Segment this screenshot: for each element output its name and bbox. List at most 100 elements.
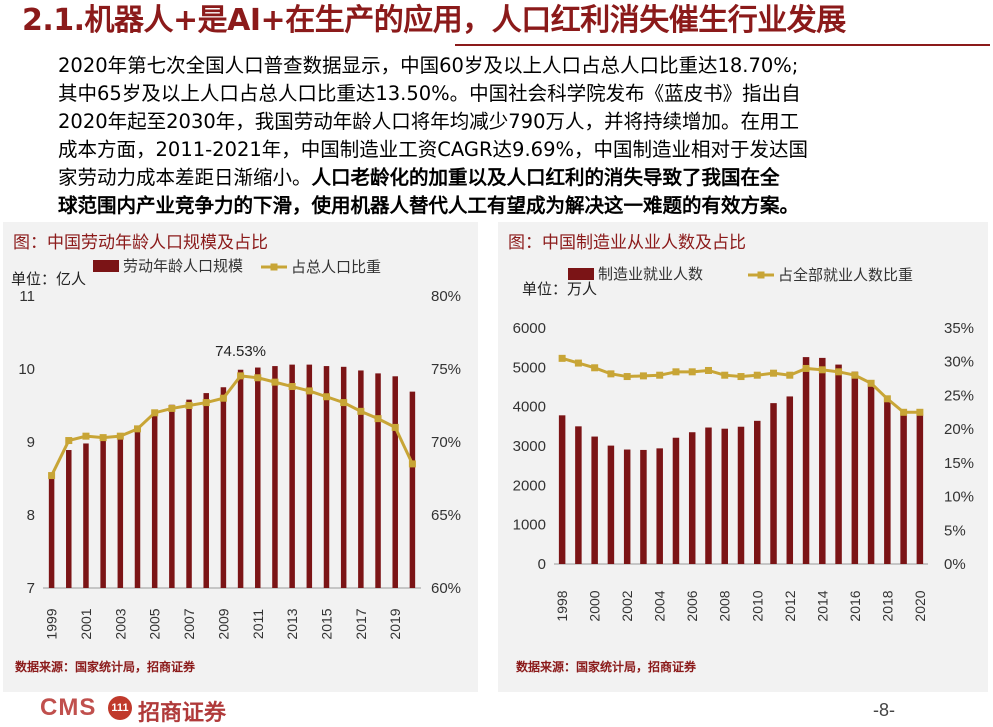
y-right-tick-label: 15% [944,455,974,472]
legend-line-marker [757,271,765,279]
bar-2020 [916,414,924,564]
x-tick-label: 2001 [78,608,94,639]
ratio-point-2009 [737,373,745,381]
bar-2006 [688,432,696,564]
x-tick-label: 2007 [181,608,197,639]
bar-2005 [151,411,158,588]
bar-2012 [272,366,278,588]
y-left-tick-label: 7 [27,580,35,597]
ratio-point-2013 [802,364,810,372]
y-right-tick-label: 5% [944,522,966,539]
bar-2014 [306,364,313,588]
ratio-point-2001 [82,432,90,440]
ratio-point-2016 [340,399,348,407]
legend-bar-label: 劳动年龄人口规模 [123,257,243,275]
x-tick-label: 2015 [319,608,335,639]
bar-2003 [117,434,124,588]
source-note: 数据来源：国家统计局，招商证券 [15,660,196,674]
x-tick-label: 2010 [749,590,765,621]
bar-2005 [672,437,680,564]
x-tick-label: 2013 [284,608,300,639]
x-tick-label: 2019 [387,608,403,639]
ratio-line [561,356,920,414]
ratio-point-2012 [786,371,794,379]
ratio-point-2019 [900,408,908,416]
x-tick-label: 2000 [587,590,603,621]
bar-2003 [640,449,647,564]
intro-line-tail: 家劳动力成本差距日渐缩小。 [58,166,312,189]
ratio-point-2006 [688,368,696,376]
x-tick-label: 1998 [554,590,570,621]
intro-line: 2020年起至2030年，我国劳动年龄人口将年均减少790万人，并将持续增加。在… [58,110,799,133]
x-tick-label: 2005 [147,608,163,639]
ratio-point-2007 [185,402,193,409]
ratio-point-2010 [753,371,761,379]
intro-emphasis: 人口老龄化的加重以及人口红利的消失导致了我国在全 [311,166,780,189]
source-note: 数据来源：国家统计局，招商证券 [516,660,697,674]
x-tick-label: 2012 [782,590,798,621]
intro-paragraph: 2020年第七次全国人口普查数据显示，中国60岁及以上人口占总人口比重达18.7… [58,52,938,220]
bar-2018 [375,373,381,588]
y-left-tick-label: 10 [18,361,35,378]
y-right-tick-label: 70% [431,434,461,451]
bar-2007 [705,427,712,564]
intro-emphasis: 球范围内产业竞争力的下滑，使用机器人替代人工有望成为解决这一难题的有效方案。 [58,194,800,217]
title-underline [455,44,990,46]
legend-bar-label: 制造业就业人数 [598,265,703,283]
y-right-tick-label: 75% [431,361,461,378]
intro-line: 成本方面，2011-2021年，中国制造业工资CAGR达9.69%，中国制造业相… [58,138,809,161]
y-left-tick-label: 6000 [513,320,546,337]
bar-1998 [558,415,566,564]
ratio-point-2018 [883,395,891,403]
bar-2019 [392,376,398,588]
y-right-tick-label: 80% [431,288,461,305]
legend-bar-swatch [93,260,119,272]
ratio-point-2004 [656,371,664,379]
bar-2018 [884,399,891,564]
x-tick-label: 2020 [912,590,928,621]
ratio-point-2019 [391,423,399,431]
bar-2006 [169,404,175,588]
ratio-point-1999 [48,472,56,480]
bar-2010 [237,369,244,588]
x-tick-label: 2006 [684,590,700,621]
bar-2001 [607,445,615,564]
ratio-point-1998 [558,354,566,362]
chart-panel-manufacturing-employment: 图：中国制造业从业人数及占比 0 1000 2000 3000 4000 5000 6000… [498,222,988,692]
y-left-tick-label: 1000 [513,517,546,534]
bar-2004 [134,427,141,588]
bar-2013 [802,357,810,564]
ratio-point-2010 [237,372,245,380]
bar-2012 [786,396,794,564]
x-tick-label: 2004 [652,590,668,621]
ratio-point-2011 [770,369,778,377]
intro-line: 家劳动力成本差距日渐缩小。人口老龄化的加重以及人口红利的消失导致了我国在全 [58,164,938,192]
page-title: 2.1.机器人+是AI+在生产的应用，人口红利消失催生行业发展 [22,3,846,38]
bar-2000 [66,450,72,588]
bar-2014 [819,357,826,564]
bar-2009 [737,426,745,564]
bar-2004 [656,448,663,564]
ratio-line [50,374,414,477]
x-tick-label: 2018 [879,590,895,621]
y-left-tick-label: 11 [19,288,35,305]
bar-2009 [220,387,227,588]
x-tick-label: 2008 [717,590,733,621]
ratio-point-2008 [721,371,729,379]
bar-2017 [358,370,364,588]
y-left-tick-label: 3000 [513,438,546,455]
ratio-point-2006 [168,404,176,412]
y-left-tick-label: 5000 [513,359,546,376]
y-left-tick-label: 4000 [513,399,546,416]
bar-1999 [575,426,582,564]
intro-line: 2020年第七次全国人口普查数据显示，中国60岁及以上人口占总人口比重达18.7… [58,54,799,77]
bar-2020 [409,391,416,588]
ratio-point-2014 [818,366,826,374]
bar-2011 [255,367,261,588]
bar-2015 [323,366,330,588]
ratio-point-2015 [323,393,330,401]
x-tick-label: 2017 [353,608,369,639]
ratio-point-2000 [65,437,73,445]
ratio-point-2002 [623,373,631,381]
bar-2011 [770,403,777,564]
